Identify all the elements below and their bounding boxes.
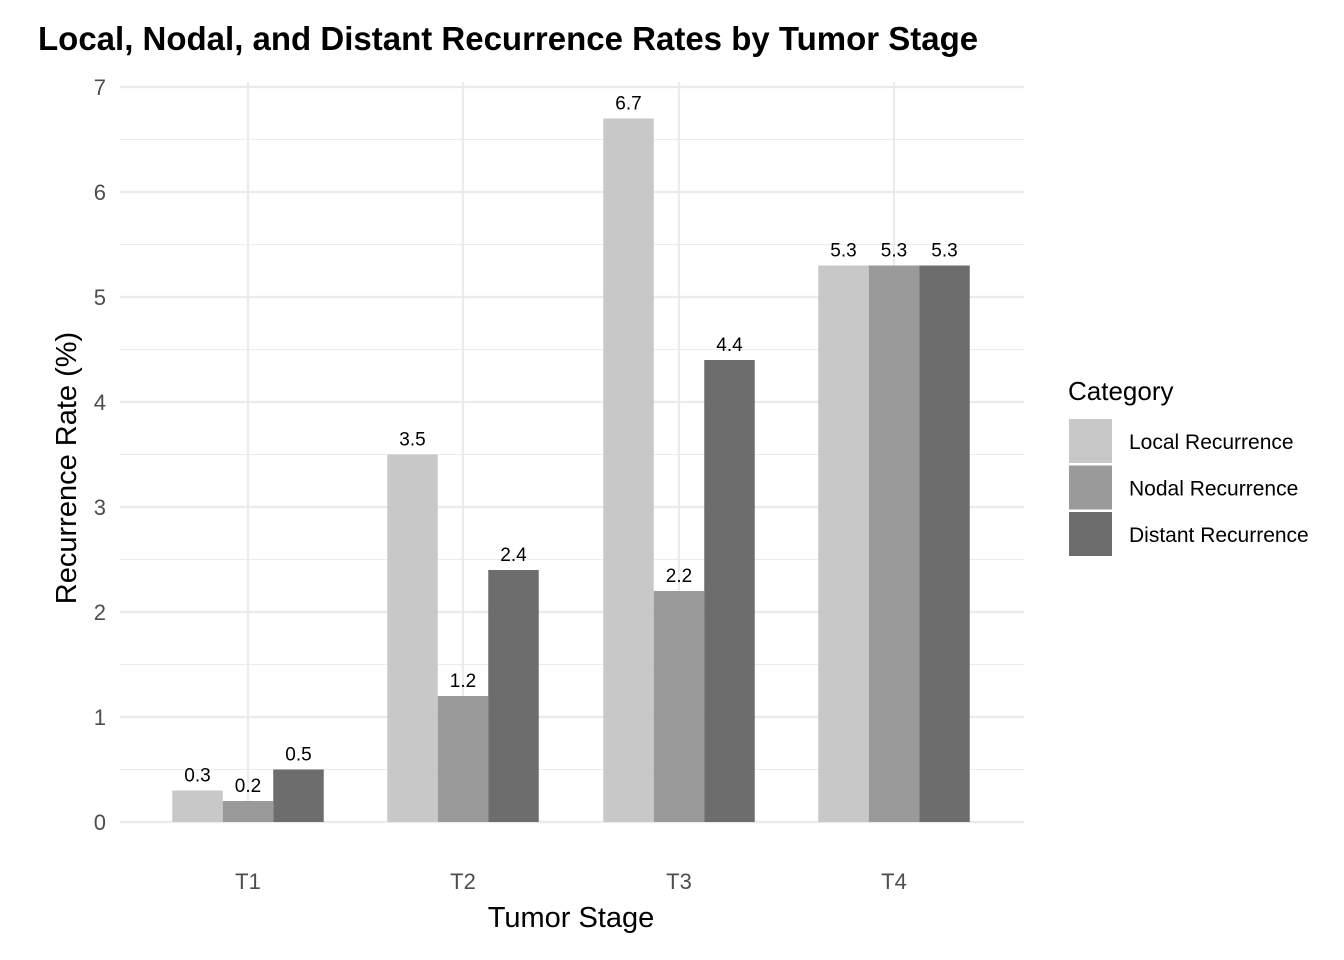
bar-local-recurrence-t3 (603, 118, 654, 822)
data-label: 6.7 (615, 94, 641, 115)
bar-distant-recurrence-t3 (704, 360, 755, 822)
bars (172, 118, 970, 822)
y-tick-label: 5 (94, 285, 106, 310)
y-tick-label: 6 (94, 180, 106, 205)
chart-title: Local, Nodal, and Distant Recurrence Rat… (38, 20, 979, 57)
legend: Category Local Recurrence Nodal Recurrenc… (1068, 376, 1309, 556)
bar-distant-recurrence-t1 (273, 769, 324, 822)
y-tick-label: 1 (94, 705, 106, 730)
data-label: 3.5 (399, 430, 425, 451)
data-label: 5.3 (881, 241, 907, 262)
data-label: 4.4 (716, 335, 743, 356)
y-tick-label: 7 (94, 75, 106, 100)
bar-nodal-recurrence-t2 (437, 696, 489, 822)
bar-local-recurrence-t4 (818, 265, 869, 822)
legend-key-nodal-recurrence (1069, 465, 1112, 510)
bar-nodal-recurrence-t4 (868, 265, 920, 822)
bar-nodal-recurrence-t1 (222, 801, 274, 822)
data-labels: 0.3 3.5 6.7 5.3 0.2 1.2 2.2 5.3 0.5 2.4 4.4 5.3 (184, 94, 957, 798)
data-label: 0.3 (184, 766, 210, 787)
x-tick-label: T4 (881, 869, 907, 894)
x-axis-ticks: T1 T2 T3 T4 (235, 869, 907, 894)
bar-local-recurrence-t2 (387, 454, 438, 822)
x-axis-title: Tumor Stage (488, 902, 655, 934)
x-tick-label: T3 (666, 869, 692, 894)
data-label: 1.2 (450, 671, 476, 692)
y-tick-label: 4 (94, 390, 106, 415)
data-label: 0.5 (285, 745, 311, 766)
bar-nodal-recurrence-t3 (653, 591, 705, 822)
y-tick-label: 0 (94, 810, 106, 835)
bar-local-recurrence-t1 (172, 790, 223, 822)
y-tick-label: 2 (94, 600, 106, 625)
legend-label: Distant Recurrence (1129, 524, 1309, 547)
data-label: 2.2 (666, 566, 692, 587)
data-label: 5.3 (830, 241, 856, 262)
legend-title: Category (1068, 376, 1174, 406)
y-axis-ticks: 0 1 2 3 4 5 6 7 (94, 75, 106, 835)
data-label: 0.2 (235, 776, 261, 797)
y-tick-label: 3 (94, 495, 106, 520)
bar-distant-recurrence-t4 (919, 265, 970, 822)
x-tick-label: T1 (235, 869, 261, 894)
legend-key-local-recurrence (1069, 419, 1112, 463)
legend-key-distant-recurrence (1069, 512, 1112, 556)
y-axis-title: Recurrence Rate (%) (51, 332, 83, 604)
bar-distant-recurrence-t2 (488, 570, 539, 822)
data-label: 5.3 (931, 241, 957, 262)
data-label: 2.4 (500, 545, 527, 566)
legend-label: Nodal Recurrence (1129, 478, 1298, 501)
x-tick-label: T2 (450, 869, 476, 894)
legend-label: Local Recurrence (1129, 431, 1294, 454)
